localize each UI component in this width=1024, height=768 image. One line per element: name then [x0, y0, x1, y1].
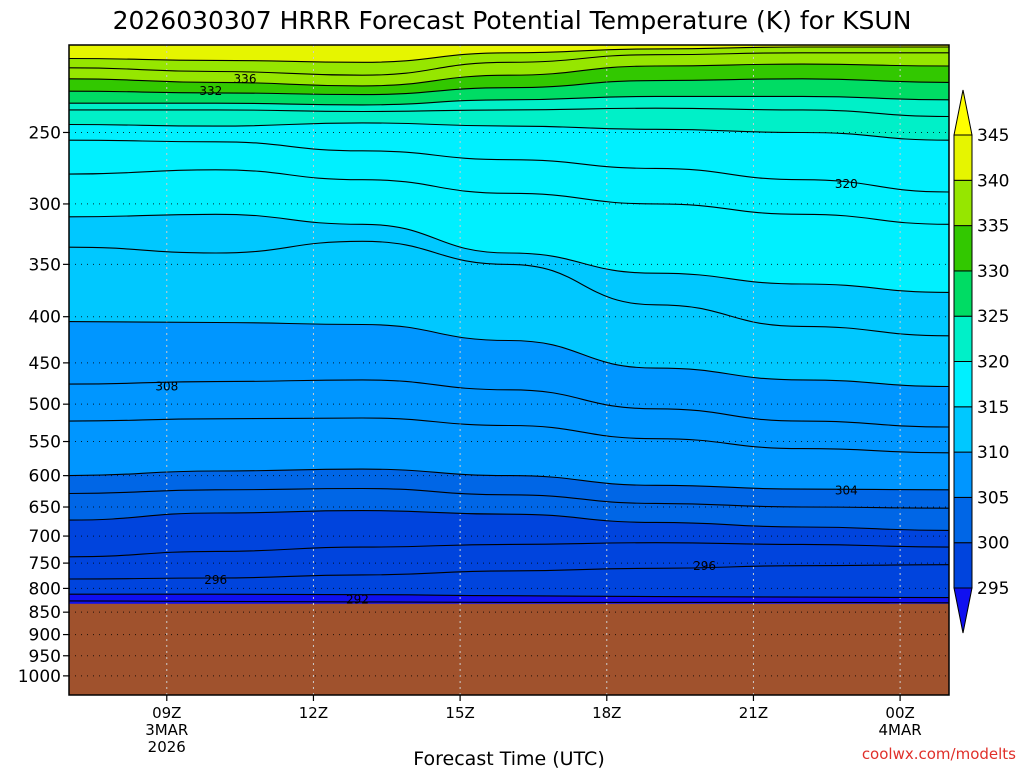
contour-298: [69, 542, 949, 558]
contour-292: [69, 600, 949, 604]
contour-340: [69, 46, 949, 63]
colorbar-label: 340: [977, 171, 1009, 191]
colorbar-label: 295: [977, 579, 1009, 599]
x-tick-label: 15Z: [445, 704, 474, 722]
colorbar-label: 310: [977, 443, 1009, 463]
y-axis: 250 300 350 400 450 500 550 600 650 700 750 800 850 9…: [18, 123, 69, 687]
x-tick-label: 12Z: [299, 704, 328, 722]
contour-296: [69, 564, 949, 580]
contour-312: [69, 240, 949, 337]
plot-frame: [68, 44, 950, 696]
y-tick-label: 700: [29, 527, 61, 547]
colorbar-segment: [953, 315, 973, 363]
colorbar-segment: [953, 179, 973, 227]
colorbar-segment: [953, 542, 973, 589]
y-tick-label: 250: [29, 123, 61, 143]
contour-322: [69, 107, 949, 118]
y-tick-label: 500: [29, 395, 61, 415]
credit-text: coolwx.com/modelts: [862, 745, 1016, 763]
colorbar-label: 320: [977, 353, 1009, 373]
colorbar-label: 330: [977, 262, 1009, 282]
y-tick-label: 400: [29, 308, 61, 328]
colorbar-segment: [953, 134, 973, 181]
colorbar-max-arrow: [953, 89, 973, 136]
contour-label: 292: [346, 593, 369, 607]
colorbar-segment: [953, 225, 973, 272]
colorbar-segment: [953, 361, 973, 408]
contour-324: [69, 95, 949, 106]
y-tick-label: 900: [29, 626, 61, 646]
contour-308: [69, 379, 949, 428]
contour-label: 308: [155, 380, 178, 394]
y-tick-label: 800: [29, 579, 61, 599]
contour-302: [69, 487, 949, 509]
x-tick-label: 00Z: [885, 704, 914, 722]
y-tick-label: 850: [29, 603, 61, 623]
colorbar-label: 300: [977, 534, 1009, 554]
y-tick-label: 300: [29, 195, 61, 215]
colorbar: 295 300 305 310 315 320 325 330 335 340 345: [953, 89, 1009, 634]
x-tick-label: 3MAR: [145, 721, 188, 739]
contour-294: [69, 593, 949, 599]
contour-lines: [69, 46, 949, 604]
y-tick-label: 450: [29, 354, 61, 374]
colorbar-segment: [953, 496, 973, 544]
colorbar-label: 315: [977, 398, 1009, 418]
x-tick-label: 21Z: [739, 704, 768, 722]
x-tick-label: 18Z: [592, 704, 621, 722]
contour-314: [69, 213, 949, 293]
x-tick-label: 4MAR: [879, 721, 922, 739]
colorbar-min-arrow: [953, 587, 973, 634]
y-tick-label: 750: [29, 554, 61, 574]
contour-316: [69, 169, 949, 225]
grid-lines: [69, 45, 949, 695]
colorbar-segment: [953, 270, 973, 317]
contour-310: [69, 321, 949, 388]
colorbar-label: 325: [977, 307, 1009, 327]
contour-label: 336: [234, 72, 257, 86]
contour-320: [69, 122, 949, 141]
x-tick-label: 2026: [148, 738, 186, 756]
chart-title: 2026030307 HRRR Forecast Potential Tempe…: [113, 6, 912, 35]
terrain-mask: [69, 603, 949, 695]
y-tick-label: 650: [29, 498, 61, 518]
x-tick-label: 09Z: [152, 704, 181, 722]
y-tick-label: 350: [29, 255, 61, 275]
contour-318: [69, 139, 949, 193]
contour-label: 304: [835, 483, 858, 497]
contour-label: 332: [199, 84, 222, 98]
contour-labels: 336 332 320 308 304 296 296 292: [155, 72, 857, 607]
contour-label: 296: [693, 559, 716, 573]
contour-label: 320: [835, 177, 858, 191]
colorbar-segment: [953, 406, 973, 453]
y-tick-label: 950: [29, 647, 61, 667]
contour-304: [69, 468, 949, 491]
contour-300: [69, 510, 949, 531]
contour-328: [69, 78, 949, 96]
contour-label: 296: [204, 573, 227, 587]
contour-332: [69, 63, 949, 87]
colorbar-segment: [953, 451, 973, 498]
x-axis-label: Forecast Time (UTC): [413, 748, 604, 768]
colorbar-label: 335: [977, 217, 1009, 237]
contour-336: [69, 52, 949, 76]
y-tick-label: 1000: [18, 667, 61, 687]
contour-306: [69, 417, 949, 454]
y-tick-label: 550: [29, 433, 61, 453]
y-tick-label: 600: [29, 467, 61, 487]
colorbar-label: 305: [977, 488, 1009, 508]
colorbar-label: 345: [977, 126, 1009, 146]
